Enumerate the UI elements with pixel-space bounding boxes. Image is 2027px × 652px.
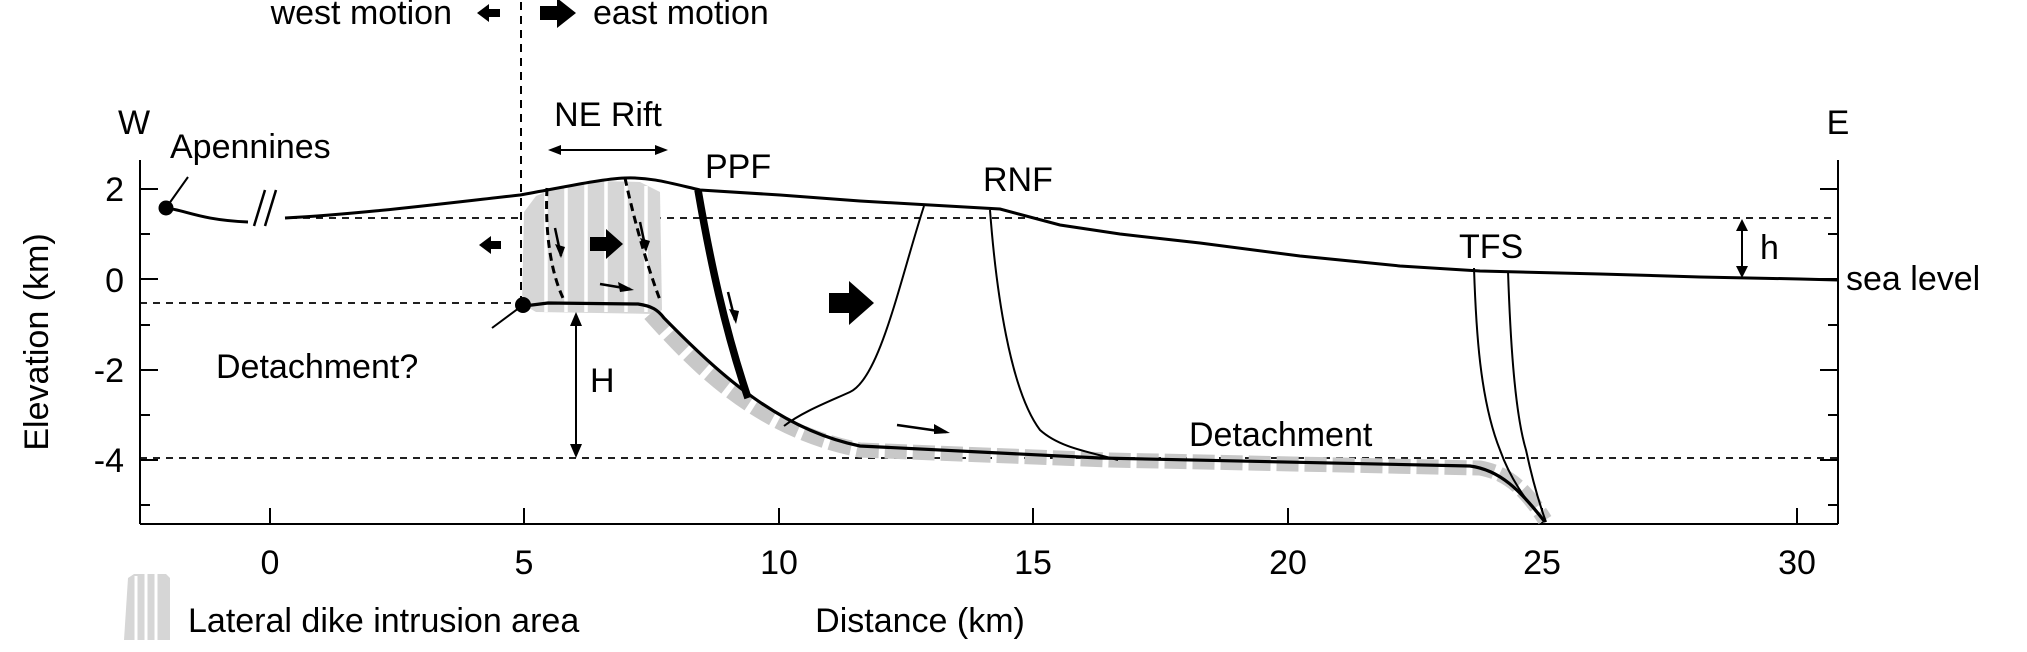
- ne-rift-label: NE Rift: [554, 96, 662, 134]
- west-direction-label: W: [118, 104, 150, 142]
- ne-rift-width-arrow: [548, 145, 668, 155]
- east-motion-label: east motion: [593, 0, 769, 32]
- ne-rift-fault-east: [623, 177, 662, 301]
- axes-frame: [139, 160, 1839, 525]
- detachment-label: Detachment: [1189, 416, 1373, 454]
- y-axis-title: Elevation (km): [18, 233, 56, 450]
- rnf-fault: [989, 209, 1119, 461]
- x-tick-label: 20: [1269, 544, 1307, 582]
- main-topography-profile: [284, 176, 1839, 282]
- x-ticks: [269, 508, 1798, 524]
- sea-level-label: sea level: [1846, 260, 1980, 298]
- x-tick-label: 25: [1523, 544, 1561, 582]
- y-tick-label: -2: [94, 352, 124, 390]
- detachment-q-leader: [491, 304, 524, 329]
- west-motion-label: west motion: [270, 0, 452, 32]
- x-tick-label: 15: [1014, 544, 1052, 582]
- x-tick-label: 0: [261, 544, 280, 582]
- y-ticks-left: [140, 188, 158, 506]
- x-tick-label: 5: [515, 544, 534, 582]
- detachment-surface: [523, 301, 1547, 523]
- tfs-fault-east: [1507, 270, 1547, 523]
- apennines-leader-line: [165, 176, 189, 209]
- west-arrow-icon: [479, 236, 501, 254]
- east-arrow-icon-dike: [590, 229, 623, 259]
- east-arrow-icon-block: [829, 281, 874, 325]
- east-motion-arrow-icon: [540, 0, 576, 28]
- east-direction-label: E: [1827, 104, 1850, 142]
- legend-dike-swatch: [124, 574, 170, 640]
- h-small-label: h: [1760, 229, 1779, 267]
- ppf-fault: [694, 189, 752, 400]
- y-tick-label: 2: [105, 171, 124, 209]
- slip-arrowhead-icon: [934, 424, 950, 434]
- H-height-arrow: [570, 312, 582, 458]
- tfs-fault-west: [1473, 267, 1546, 523]
- y-tick-label: 0: [105, 262, 124, 300]
- ne-rift-fault-west: [545, 187, 565, 299]
- x-tick-label: 30: [1778, 544, 1816, 582]
- x-tick-label: 10: [760, 544, 798, 582]
- slip-arrowhead-icon: [729, 309, 739, 324]
- apennines-topography: [165, 206, 249, 224]
- H-big-label: H: [590, 362, 615, 400]
- legend-label: Lateral dike intrusion area: [188, 602, 579, 640]
- x-axis-title: Distance (km): [815, 602, 1025, 640]
- rnf-label: RNF: [983, 161, 1053, 199]
- y-tick-label: -4: [94, 442, 124, 480]
- ppf-label: PPF: [705, 148, 771, 186]
- slip-arrowhead-icon: [640, 238, 650, 252]
- slip-arrowhead-icon: [618, 282, 634, 292]
- fault-thin-1: [783, 205, 925, 427]
- tfs-label: TFS: [1459, 228, 1523, 266]
- axis-break-marks: [252, 189, 278, 227]
- h-height-arrow: [1736, 219, 1748, 278]
- slip-arrowhead-icon: [555, 244, 565, 258]
- detachment-question-label: Detachment?: [216, 348, 418, 386]
- apennines-label: Apennines: [170, 128, 331, 166]
- detachment-gray-band: [644, 309, 1552, 525]
- west-motion-arrow-icon: [477, 4, 500, 22]
